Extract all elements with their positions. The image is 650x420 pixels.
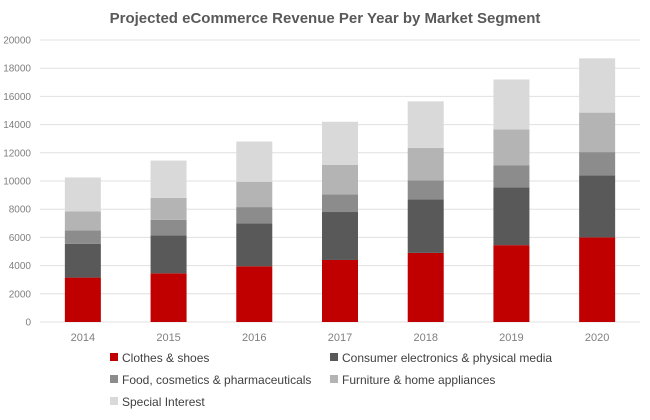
bar-2014-series-3 — [64, 211, 101, 231]
legend-label: Food, cosmetics & pharmaceuticals — [122, 373, 311, 387]
x-tick-label: 2020 — [585, 332, 609, 344]
x-tick-label: 2018 — [413, 332, 437, 344]
bar-2019-series-3 — [493, 129, 530, 166]
bar-2016-series-4 — [236, 141, 273, 182]
legend-swatch — [330, 375, 338, 383]
y-tick-label: 18000 — [3, 64, 31, 75]
y-axis-ticks: 0 2000 4000 6000 8000 10000 12000 14000 16000 180… — [3, 36, 31, 329]
x-tick-label: 2019 — [499, 332, 523, 344]
bar-2018-series-2 — [407, 180, 444, 200]
bar-2015-series-4 — [150, 160, 187, 198]
bar-2016-series-0 — [236, 266, 273, 322]
bar-2014-series-1 — [64, 243, 101, 278]
legend-label: Consumer electronics & physical media — [342, 351, 552, 365]
y-tick-label: 8000 — [9, 205, 32, 216]
bar-2015-series-0 — [150, 273, 187, 322]
bar-2017-series-2 — [322, 194, 358, 213]
bar-2014-series-0 — [64, 277, 101, 322]
bar-2017-series-1 — [322, 212, 358, 260]
bar-2017-series-3 — [322, 164, 358, 195]
bar-2017-series-0 — [322, 259, 358, 322]
legend-swatch — [330, 353, 338, 361]
bar-2017-series-4 — [322, 121, 358, 165]
bar-2014-series-4 — [64, 177, 101, 212]
legend: Clothes & shoes Consumer electronics & ph… — [110, 351, 552, 409]
y-tick-label: 2000 — [9, 289, 32, 300]
x-tick-label: 2017 — [328, 332, 352, 344]
bar-2015-series-2 — [150, 219, 187, 236]
bar-2016-series-1 — [236, 223, 273, 267]
legend-swatch — [110, 397, 118, 405]
bar-2015-series-1 — [150, 235, 187, 274]
bar-2019-series-1 — [493, 187, 530, 246]
bar-2016-series-2 — [236, 207, 273, 224]
legend-label: Furniture & home appliances — [342, 373, 495, 387]
chart-title: Projected eCommerce Revenue Per Year by … — [110, 10, 541, 27]
bar-2015-series-3 — [150, 197, 187, 220]
bar-2019-series-2 — [493, 165, 530, 188]
y-tick-label: 14000 — [3, 120, 31, 131]
y-tick-label: 6000 — [9, 233, 32, 244]
bar-2018-series-0 — [407, 252, 444, 322]
legend-label: Special Interest — [122, 395, 205, 409]
x-tick-label: 2016 — [242, 332, 266, 344]
bar-2020-series-3 — [579, 112, 616, 153]
bar-2020-series-0 — [579, 237, 616, 322]
legend-label: Clothes & shoes — [122, 351, 209, 365]
legend-swatch — [110, 375, 118, 383]
y-tick-label: 0 — [25, 318, 31, 329]
x-tick-label: 2014 — [71, 332, 95, 344]
bar-2019-series-0 — [493, 245, 530, 322]
bar-2020-series-2 — [579, 152, 616, 176]
y-tick-label: 16000 — [3, 92, 31, 103]
bar-2016-series-3 — [236, 181, 273, 208]
y-tick-label: 12000 — [3, 148, 31, 159]
x-tick-label: 2015 — [156, 332, 180, 344]
bar-2020-series-4 — [579, 58, 616, 113]
y-tick-label: 20000 — [3, 36, 31, 47]
x-axis-ticks: 2014 2015 2016 2017 2018 2019 2020 — [71, 332, 610, 344]
bar-2019-series-4 — [493, 79, 530, 130]
bars — [64, 58, 616, 322]
bar-2020-series-1 — [579, 175, 616, 238]
legend-swatch — [110, 353, 118, 361]
bar-2018-series-1 — [407, 199, 444, 253]
y-tick-label: 4000 — [9, 261, 32, 272]
bar-2018-series-4 — [407, 101, 444, 148]
y-tick-label: 10000 — [3, 177, 31, 188]
bar-2018-series-3 — [407, 147, 444, 181]
bar-2014-series-2 — [64, 230, 101, 244]
